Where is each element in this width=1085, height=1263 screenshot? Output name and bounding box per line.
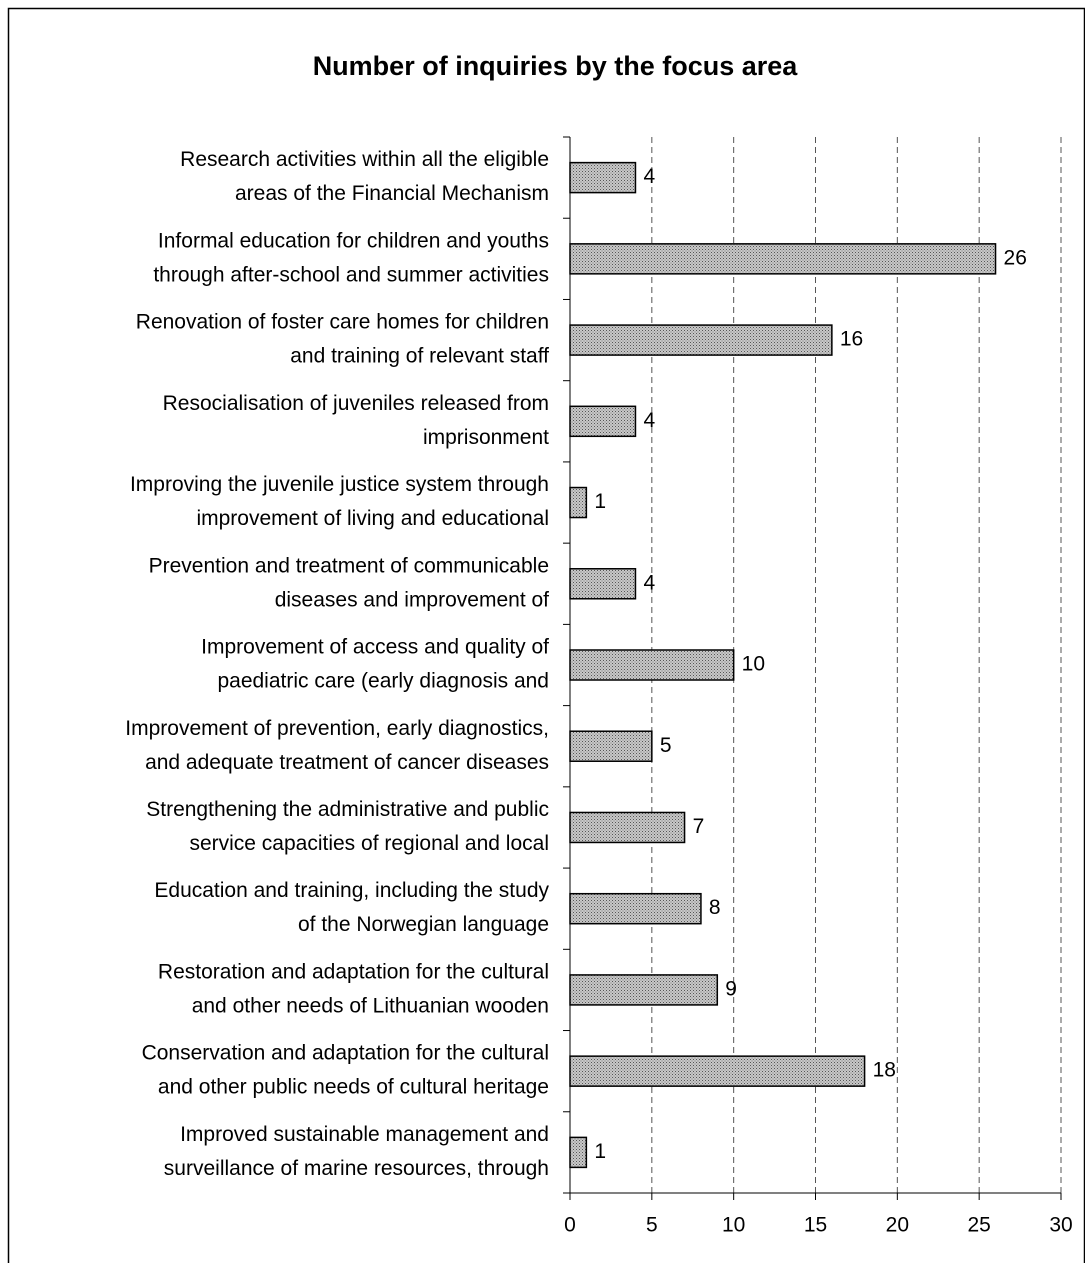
value-label: 10 <box>742 653 765 676</box>
bar <box>569 1136 588 1169</box>
y-tick-label: and other needs of Lithuanian wooden <box>192 994 549 1017</box>
value-label: 16 <box>840 328 863 351</box>
x-tick-label: 25 <box>967 1214 990 1237</box>
y-tick-label: diseases and improvement of <box>275 588 549 611</box>
bar <box>569 243 997 275</box>
y-tick-label: service capacities of regional and local <box>189 832 549 855</box>
y-tick-label: surveillance of marine resources, throug… <box>164 1157 549 1180</box>
value-label: 1 <box>594 1140 606 1163</box>
value-label: 1 <box>594 490 606 513</box>
value-label: 26 <box>1004 246 1027 269</box>
y-tick-label: Research activities within all the eligi… <box>180 148 549 171</box>
y-tick-label: and training of relevant staff <box>290 345 549 368</box>
y-tick-label: paediatric care (early diagnosis and <box>217 670 549 693</box>
y-tick-label: and other public needs of cultural herit… <box>158 1076 549 1099</box>
value-label: 4 <box>643 409 655 432</box>
bar <box>569 568 637 600</box>
y-tick-label: Informal education for children and yout… <box>158 229 549 252</box>
bar <box>569 730 653 762</box>
bar <box>569 811 686 844</box>
y-tick-label: areas of the Financial Mechanism <box>235 182 549 205</box>
y-tick-label: Strengthening the administrative and pub… <box>146 798 549 821</box>
x-tick-label: 10 <box>722 1214 745 1237</box>
y-tick-label: and adequate treatment of cancer disease… <box>145 751 549 774</box>
y-tick-label: through after-school and summer activiti… <box>153 263 549 286</box>
y-tick-label: imprisonment <box>423 426 549 449</box>
x-tick-label: 0 <box>564 1214 576 1237</box>
y-tick-label: Improvement of access and quality of <box>201 636 549 659</box>
value-label: 7 <box>693 815 705 838</box>
bar <box>569 892 702 925</box>
y-tick-label: Education and training, including the st… <box>154 879 549 902</box>
x-tick-label: 5 <box>646 1214 658 1237</box>
bar <box>569 161 637 194</box>
y-tick-label: Resocialisation of juveniles released fr… <box>163 392 549 415</box>
bar <box>569 486 588 519</box>
y-tick-label: Renovation of foster care homes for chil… <box>136 311 549 334</box>
y-tick-label: Prevention and treatment of communicable <box>149 554 549 577</box>
bar <box>569 1055 866 1087</box>
value-label: 18 <box>873 1059 896 1082</box>
y-tick-label: Restoration and adaptation for the cultu… <box>158 960 549 983</box>
x-tick-label: 30 <box>1049 1214 1072 1237</box>
x-tick-label: 20 <box>886 1214 909 1237</box>
value-label: 4 <box>643 571 655 594</box>
y-tick-label: Improvement of prevention, early diagnos… <box>125 717 549 740</box>
bar <box>569 405 637 438</box>
y-tick-label: Conservation and adaptation for the cult… <box>142 1042 549 1065</box>
y-tick-label: improvement of living and educational <box>196 507 549 530</box>
bar <box>569 324 833 356</box>
value-label: 9 <box>725 977 737 1000</box>
bar <box>569 649 735 681</box>
x-tick-label: 15 <box>804 1214 827 1237</box>
y-tick-label: Improving the juvenile justice system th… <box>130 473 549 496</box>
y-tick-label: Improved sustainable management and <box>180 1123 549 1146</box>
value-label: 5 <box>660 734 672 757</box>
y-tick-label: of the Norwegian language <box>298 913 549 936</box>
value-label: 8 <box>709 896 721 919</box>
chart-title: Number of inquiries by the focus area <box>313 51 799 81</box>
value-label: 4 <box>643 165 655 188</box>
bar <box>569 974 719 1006</box>
